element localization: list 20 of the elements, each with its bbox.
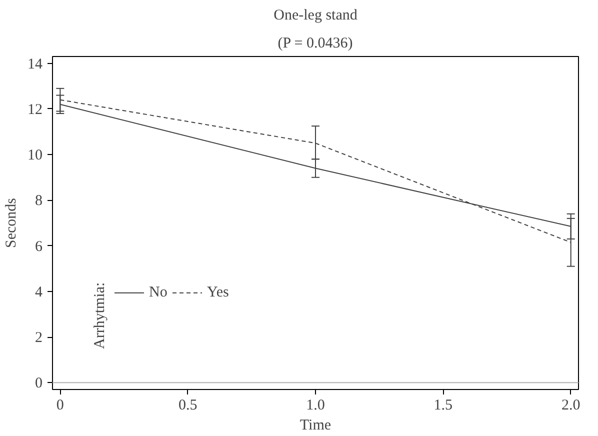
y-tick-label: 2: [35, 330, 42, 346]
x-tick-label: 1.5: [434, 398, 453, 414]
y-axis-title: Seconds: [4, 198, 20, 248]
x-tick-label: 0: [56, 398, 64, 414]
y-tick-label: 14: [28, 56, 43, 72]
legend-title: Arrhytmia:: [92, 282, 109, 349]
x-tick-label: 1.0: [306, 398, 325, 414]
y-tick-label: 10: [28, 148, 42, 164]
y-tick-label: 0: [35, 376, 42, 392]
legend-label: Yes: [207, 284, 229, 301]
x-tick-label: 0.5: [178, 398, 198, 414]
chart-subtitle: (P = 0.0436): [278, 36, 353, 52]
x-tick-label: 2.0: [561, 398, 580, 414]
chart-title: One-leg stand: [274, 8, 358, 24]
y-tick-label: 8: [35, 193, 42, 210]
y-tick-label: 12: [28, 102, 42, 118]
x-axis-title: Time: [300, 418, 332, 434]
legend-label: No: [149, 284, 168, 301]
y-tick-label: 4: [35, 284, 43, 300]
y-tick-label: 6: [35, 238, 43, 255]
